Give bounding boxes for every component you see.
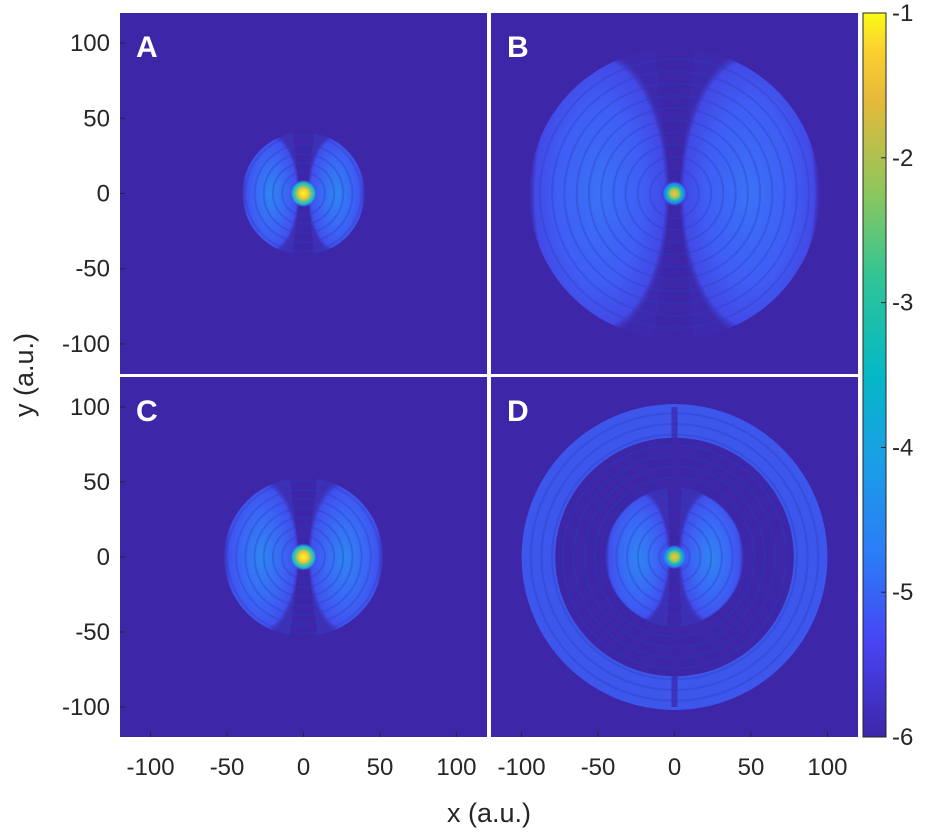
lobe-left (242, 133, 300, 254)
panel-c: C 100 50 0 -50 -100 -100 -50 0 50 100 (62, 377, 487, 781)
fringe-ring (253, 143, 354, 244)
x-tick-label: 100 (807, 754, 847, 781)
y-tick-label: -50 (75, 619, 110, 646)
y-tick-label: 100 (70, 394, 110, 421)
fringe-ring (551, 70, 798, 317)
fringe-ring (271, 161, 336, 226)
fringe-ring (244, 134, 363, 253)
colorbar-tick-label: -4 (892, 434, 913, 461)
x-tick-label: 100 (436, 754, 476, 781)
fringe-ring (563, 82, 786, 305)
y-tick-label: 0 (97, 544, 110, 571)
panel-content (529, 49, 820, 338)
x-tick-label: -50 (581, 754, 616, 781)
colorbar-tick-label: -6 (892, 724, 913, 751)
panel-content (521, 404, 828, 710)
fringe-ring (649, 168, 700, 219)
colorbar (862, 12, 887, 738)
fringe-ring (235, 488, 372, 626)
x-tick-label: 50 (738, 754, 765, 781)
x-tick-label: -100 (127, 754, 175, 781)
fringe-ring (538, 57, 811, 330)
core-spot (662, 181, 687, 206)
panel-label: D (507, 395, 529, 428)
inner-lobe-left (605, 488, 671, 626)
lobe-right (307, 478, 383, 636)
lobe-right (678, 49, 820, 338)
x-tick-label: 0 (668, 754, 681, 781)
y-tick-label: -50 (75, 256, 110, 283)
fringe-ring (253, 507, 354, 607)
colorbar-tick-label: -2 (892, 145, 913, 172)
fringe-ring (636, 155, 713, 232)
fringe-ring (587, 106, 762, 281)
x-tick-label: -100 (498, 754, 546, 781)
fringe-ring (244, 497, 363, 617)
panel-label: B (507, 31, 529, 64)
panel-content (242, 133, 365, 254)
fringe-ring (624, 143, 725, 244)
x-tick-label: 50 (367, 754, 394, 781)
panel-content (224, 478, 383, 636)
core-spot (289, 179, 318, 208)
panel-b: B (491, 13, 858, 374)
fringe-ring (281, 534, 326, 580)
colorbar-tick-label: -5 (892, 579, 913, 606)
fringe-ring (612, 131, 737, 256)
panel-label: A (136, 31, 158, 64)
fringe-ring (575, 94, 774, 293)
fringe-ring (271, 525, 336, 589)
y-tick-label: 100 (70, 30, 110, 57)
inner-lobe-right (678, 488, 744, 626)
y-tick-label: 50 (83, 469, 110, 496)
lobe-right (307, 133, 365, 254)
colorbar-tick-label: -1 (892, 0, 913, 27)
fringe-ring (262, 152, 345, 235)
y-tick-label: 0 (97, 181, 110, 208)
x-tick-label: -50 (210, 754, 245, 781)
y-tick-label: 50 (83, 105, 110, 132)
y-axis-label: y (a.u.) (9, 333, 39, 417)
fringe-ring (262, 516, 345, 598)
core-spot (289, 543, 318, 571)
panel-d: D -100 -50 0 50 100 (491, 377, 858, 781)
y-tick-label: -100 (62, 694, 110, 721)
panel-label: C (136, 395, 158, 428)
lobe-left (529, 49, 671, 338)
fringe-ring (281, 171, 326, 216)
fringe-ring (661, 180, 688, 207)
x-axis-label: x (a.u.) (447, 798, 531, 828)
x-tick-label: 0 (297, 754, 310, 781)
fringe-ring (600, 119, 749, 268)
fringe-ring (226, 479, 381, 635)
core-spot (662, 544, 687, 570)
panel-a: A 100 50 0 -50 -100 (62, 13, 487, 374)
lobe-left (224, 478, 300, 636)
colorbar-tick-label: -3 (892, 290, 913, 317)
y-tick-label: -100 (62, 331, 110, 358)
